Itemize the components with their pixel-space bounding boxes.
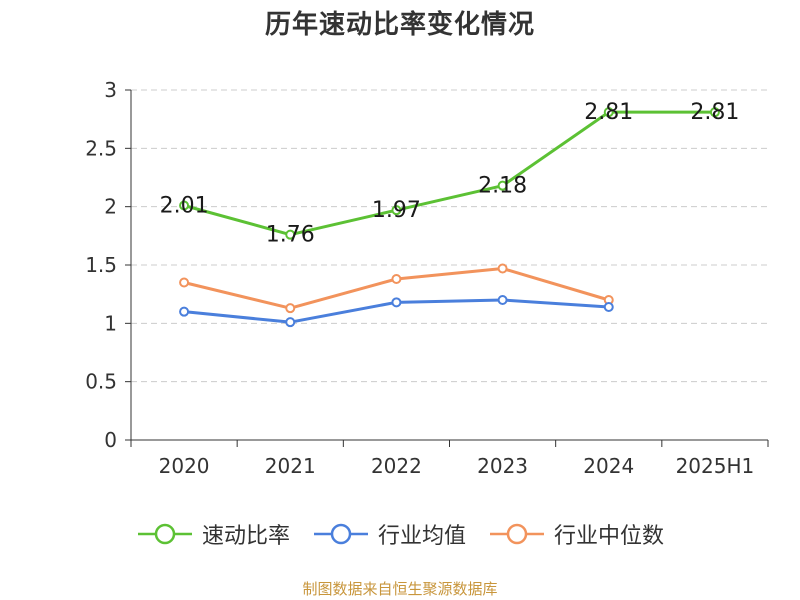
data-point (179, 306, 190, 317)
legend-swatch (313, 523, 368, 545)
data-point (391, 274, 402, 284)
y-tick-label: 0.5 (85, 370, 117, 394)
y-tick-label: 1 (104, 311, 117, 335)
x-tick-label: 2025H1 (676, 454, 755, 478)
series-line (183, 110, 715, 237)
data-label: 2.01 (160, 194, 209, 219)
data-label: 1.97 (372, 198, 421, 223)
data-point (709, 107, 720, 118)
y-tick-label: 2 (104, 195, 117, 219)
legend-swatch (137, 523, 192, 545)
x-tick-label: 2021 (265, 454, 316, 478)
source-note: 制图数据来自恒生聚源数据库 (302, 580, 498, 598)
data-point (285, 303, 296, 314)
legend-label: 行业中位数 (554, 524, 665, 549)
data-point (497, 295, 508, 305)
y-tick-label: 1.5 (85, 253, 117, 277)
data-point (179, 277, 190, 288)
data-label: 1.76 (266, 223, 315, 248)
legend-label: 速动比率 (201, 524, 290, 549)
data-point (603, 302, 614, 312)
data-point (285, 229, 296, 240)
chart-title: 历年速动比率变化情况 (264, 10, 535, 40)
data-point (391, 297, 402, 308)
legend-item[interactable]: 行业中位数 (488, 518, 664, 550)
legend-item[interactable]: 速动比率 (136, 518, 290, 550)
y-tick-label: 0 (104, 428, 117, 452)
legend-swatch (490, 523, 544, 545)
legend-item[interactable]: 行业均值 (312, 518, 466, 550)
data-point (497, 263, 508, 274)
data-label: 2.81 (690, 100, 739, 125)
legend-label: 行业均值 (377, 524, 466, 549)
x-tick-label: 2020 (159, 454, 210, 478)
x-tick-label: 2023 (477, 454, 528, 478)
y-tick-label: 2.5 (85, 136, 117, 160)
data-point (285, 317, 296, 328)
data-label: 2.81 (584, 100, 633, 125)
data-label: 2.18 (478, 174, 527, 199)
data-point (497, 180, 508, 191)
x-tick-label: 2024 (583, 454, 634, 478)
data-point (391, 205, 402, 216)
chart-legend: 速动比率 行业均值 行业中位数 (0, 518, 800, 550)
y-tick-label: 3 (104, 78, 117, 102)
data-point (603, 107, 614, 118)
x-tick-label: 2022 (371, 454, 422, 478)
data-point (179, 200, 190, 211)
